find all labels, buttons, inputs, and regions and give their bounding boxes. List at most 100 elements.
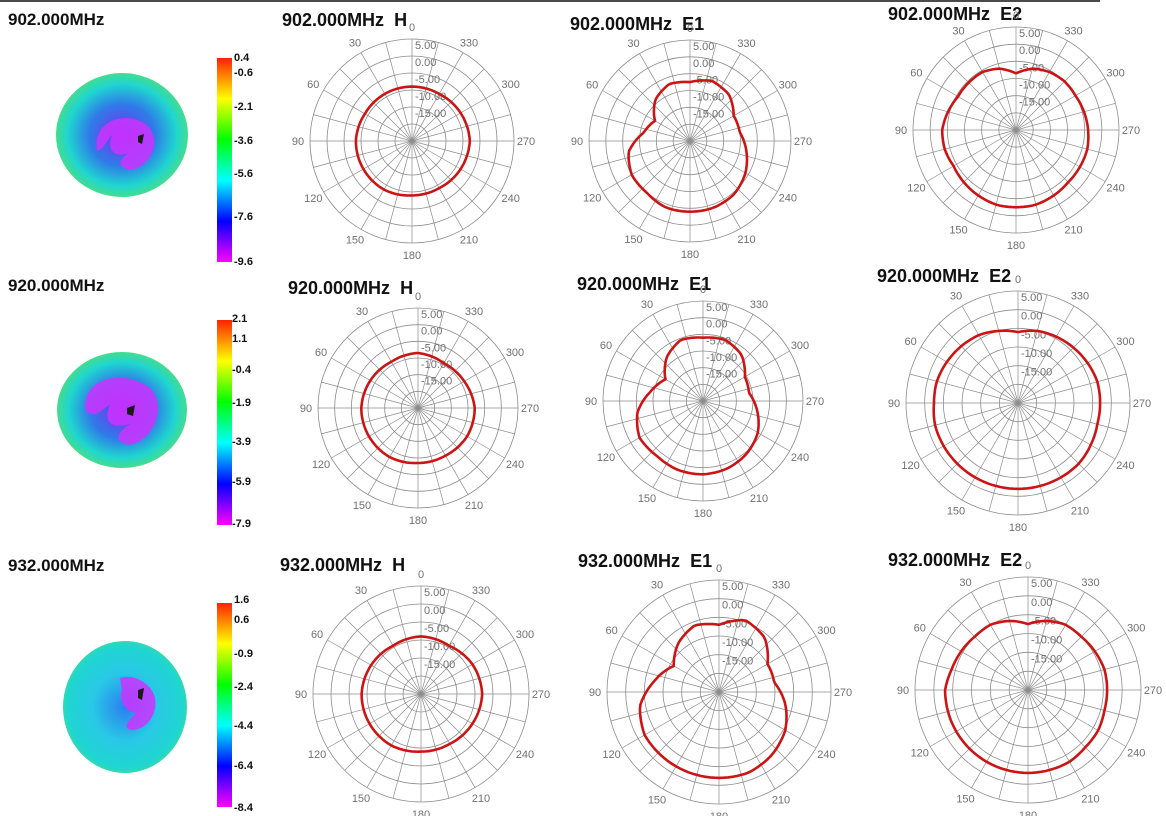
grid-spoke [1015,103,1116,131]
polar-chart-920-e2: 0 30 60 90 120 150 180 210 240 270 300 330 5.00 0.00 -… [888,274,1151,534]
row-3-colorbar-tick: -6.4 [234,760,253,772]
grid-spoke [639,53,691,142]
grid-spoke [639,691,720,772]
row-2-3d-pattern-thumbnail [57,352,187,468]
angle-tick-label: 150 [353,500,371,512]
row-1-colorbar [217,58,232,262]
angle-tick-label: 60 [914,623,926,635]
angle-tick-label: 0 [1013,10,1019,22]
grid-spoke [391,407,419,505]
angle-tick-label: 0 [1025,560,1031,572]
row-3-colorbar-tick: 1.6 [234,594,250,606]
grid-spoke [964,129,1017,220]
angle-tick-label: 330 [1071,291,1089,303]
grid-spoke [616,400,704,452]
angle-tick-label: 210 [1081,793,1099,805]
angle-tick-label: 60 [586,80,598,92]
grid-spoke [347,337,419,409]
angle-tick-label: 90 [295,689,307,701]
grid-spoke [971,689,1029,789]
angle-tick-label: 180 [409,515,427,527]
angle-tick-label: 120 [312,459,330,471]
radiation-pattern-line [627,79,749,213]
grid-spoke [323,89,413,142]
grid-spoke [417,381,515,409]
row-3-frequency-label: 932.000MHz [8,556,105,575]
angle-tick-label: 150 [956,793,974,805]
angle-tick-label: 180 [1009,522,1027,534]
grid-spoke [718,612,799,693]
grid-spoke [1017,305,1075,404]
angle-tick-label: 120 [597,452,615,464]
angle-tick-label: 120 [911,748,929,760]
angle-tick-label: 0 [1015,274,1021,286]
radial-tick-label: -15.00 [706,369,737,381]
grid-spoke [1017,402,1048,512]
angle-tick-label: 180 [1007,240,1025,252]
angle-tick-label: 30 [959,577,971,589]
angle-tick-label: 240 [1106,183,1124,195]
grid-spoke [391,311,419,409]
grid-spoke [411,140,501,193]
grid-spoke [366,600,422,695]
grid-spoke [417,321,469,409]
row-1-colorbar-tick: -5.6 [234,168,253,180]
radiation-pattern-line [354,85,472,197]
angle-tick-label: 30 [641,299,653,311]
angle-tick-label: 330 [772,580,790,592]
grid-spoke [916,103,1017,131]
grid-spoke [947,609,1029,691]
radiation-pattern-line [360,351,476,465]
grid-spoke [602,140,691,192]
grid-spoke [662,594,720,693]
angle-tick-label: 330 [1064,25,1082,37]
angle-tick-label: 150 [352,793,370,805]
grid-spoke [663,140,691,239]
grid-spoke [420,693,498,771]
grid-spoke [1027,609,1109,691]
grid-spoke [964,40,1017,131]
grid-spoke [988,294,1019,404]
grid-spoke [316,693,422,723]
angle-tick-label: 300 [817,625,835,637]
grid-spoke [420,693,476,788]
angle-tick-label: 120 [304,193,322,205]
plot-title-932-h: 932.000MHz H [280,555,406,575]
grid-spoke [411,140,464,230]
grid-spoke [331,357,419,409]
grid-spoke [998,689,1029,800]
grid-spoke [392,693,422,799]
grid-spoke [610,662,720,693]
grid-spoke [1017,294,1048,404]
grid-spoke [689,53,741,142]
grid-spoke [367,321,419,409]
angle-tick-label: 210 [465,500,483,512]
angle-tick-label: 150 [648,794,666,806]
angle-tick-label: 240 [817,749,835,761]
grid-spoke [1017,402,1075,501]
grid-spoke [639,140,691,229]
polar-chart-932-h: 0 30 60 90 120 150 180 210 240 270 300 330 5.00 0.00 -… [295,569,550,816]
radial-tick-label: 0.00 [693,58,714,70]
angle-tick-label: 180 [681,249,699,261]
grid-spoke [718,691,776,790]
polar-chart-920-e1: 0 30 60 90 120 150 180 210 240 270 300 330 5.00 0.00 -… [585,284,824,520]
angle-tick-label: 0 [415,291,421,303]
grid-spoke [411,89,501,142]
angle-tick-label: 60 [904,336,916,348]
radial-tick-label: 5.00 [1021,292,1042,304]
grid-spoke [1015,129,1068,220]
grid-spoke [323,140,413,193]
grid-spoke [313,140,413,168]
angle-tick-label: 120 [901,460,919,472]
grid-spoke [718,691,817,749]
grid-spoke [327,639,422,695]
radial-tick-label: 5.00 [421,309,442,321]
grid-spoke [689,583,720,693]
angle-tick-label: 0 [418,569,424,581]
plot-title-920-h: 920.000MHz H [288,278,414,298]
angle-tick-label: 270 [521,403,539,415]
grid-spoke [926,129,1017,182]
grid-spoke [417,407,469,495]
grid-spoke [942,129,1017,204]
